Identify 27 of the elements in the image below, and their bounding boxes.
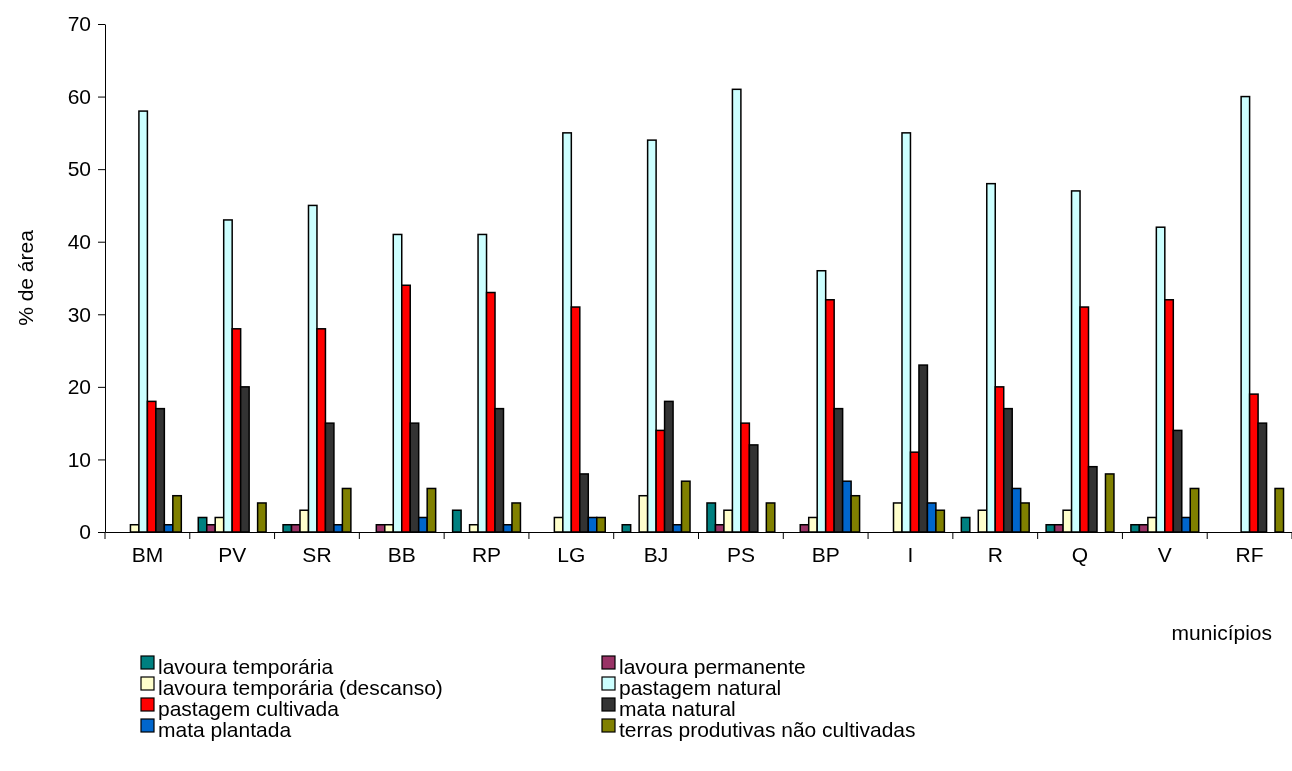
x-tick-label: I <box>907 543 914 567</box>
y-tick-label: 30 <box>67 302 91 326</box>
x-tick-label: BM <box>131 543 164 567</box>
x-tick-label: BB <box>387 543 416 567</box>
x-tick-label: RP <box>471 543 502 567</box>
y-tick-label: 60 <box>67 84 91 108</box>
y-tick-label: 10 <box>67 447 91 471</box>
x-tick-label: PS <box>726 543 755 567</box>
legend-label: lavoura temporária <box>158 654 334 678</box>
y-tick-label: 40 <box>67 229 91 253</box>
x-tick-label: PV <box>218 543 247 567</box>
x-tick-label: Q <box>1071 543 1089 567</box>
x-axis-title: municípios <box>1171 621 1272 644</box>
x-tick-label: BJ <box>643 543 669 567</box>
x-tick-label: SR <box>302 543 332 567</box>
y-tick-label: 70 <box>67 12 91 36</box>
y-tick-label: 0 <box>79 520 91 544</box>
legend-label: lavoura permanente <box>619 654 806 678</box>
x-tick-label: BP <box>811 543 840 567</box>
x-tick-label: R <box>987 543 1003 567</box>
x-tick-label: V <box>1157 543 1172 567</box>
y-axis-title: % de área <box>14 229 37 326</box>
y-tick-label: 20 <box>67 375 91 399</box>
y-tick-label: 50 <box>67 157 91 181</box>
legend-label: terras produtivas não cultivadas <box>619 717 916 741</box>
x-tick-label: RF <box>1235 543 1264 567</box>
x-tick-label: LG <box>557 543 586 567</box>
